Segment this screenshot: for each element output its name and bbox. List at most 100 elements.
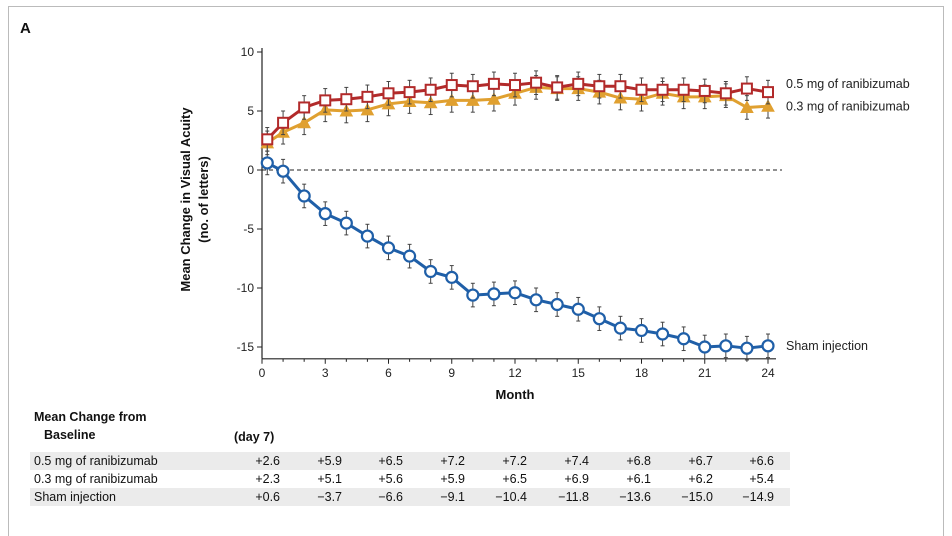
- table-cell: +5.9: [317, 454, 342, 468]
- table-cell: +7.2: [440, 454, 465, 468]
- table-row: 0.5 mg of ranibizumab +2.6 +5.9 +6.5 +7.2 +7.…: [30, 452, 790, 470]
- data-point-square: [319, 94, 332, 107]
- y-axis-sublabel: (no. of letters): [196, 156, 211, 243]
- data-point-circle: [761, 339, 775, 353]
- data-point-square: [487, 77, 500, 90]
- data-point-square: [261, 133, 274, 146]
- table-cell: −6.6: [378, 490, 403, 504]
- data-point-square: [277, 116, 290, 129]
- series-label: 0.3 mg of ranibizumab: [786, 99, 910, 113]
- data-point-square: [382, 87, 395, 100]
- data-point-circle: [297, 189, 311, 203]
- data-point-triangle: [487, 92, 501, 105]
- table-first-col-header: (day 7): [234, 430, 275, 444]
- figure-frame: [8, 6, 944, 536]
- table-body: 0.5 mg of ranibizumab +2.6 +5.9 +6.5 +7.2 +7.…: [30, 452, 790, 506]
- data-point-square: [466, 80, 479, 93]
- table-title-line2: Baseline: [44, 428, 96, 442]
- table-cell: +6.2: [688, 472, 713, 486]
- data-point-circle: [508, 286, 522, 300]
- table-cell: +2.3: [255, 472, 280, 486]
- data-point-circle: [424, 264, 438, 279]
- y-tick-label: 0: [247, 163, 254, 177]
- y-tick-label: -15: [237, 340, 255, 354]
- data-point-circle: [613, 321, 628, 335]
- table-cell: −13.6: [619, 490, 651, 504]
- panel-label: A: [20, 20, 31, 37]
- y-axis-label: Mean Change in Visual Acuity: [178, 107, 193, 292]
- data-point-circle: [445, 270, 459, 284]
- table-cell: −3.7: [317, 490, 342, 504]
- data-point-circle: [381, 241, 396, 255]
- series-0: [261, 70, 774, 152]
- table-cell: +0.6: [255, 490, 280, 504]
- x-tick-label: 21: [698, 366, 712, 380]
- data-point-square: [445, 79, 458, 92]
- table-cell: −11.8: [558, 490, 589, 504]
- x-tick-label: 24: [761, 366, 775, 380]
- y-tick-label: -10: [237, 281, 255, 295]
- data-point-square: [298, 101, 311, 114]
- data-point-circle: [487, 287, 501, 301]
- x-tick-label: 9: [448, 366, 455, 380]
- data-point-square: [698, 84, 711, 97]
- data-point-square: [719, 87, 732, 100]
- table-title-line1: Mean Change from: [34, 410, 147, 424]
- summary-table: Mean Change from Baseline (day 7) 0.5 mg…: [30, 410, 790, 506]
- line-chart: 10 5 0 -5 -10 -15 0 3 6 9 12 15 18 21 24 Month Mean Chan…: [178, 45, 910, 402]
- data-point-circle: [592, 312, 606, 326]
- table-cell: +5.9: [440, 472, 465, 486]
- table-cell: −14.9: [742, 490, 774, 504]
- data-point-triangle: [761, 99, 775, 112]
- data-point-circle: [634, 323, 649, 338]
- data-point-circle: [655, 327, 670, 341]
- data-point-circle: [318, 207, 332, 221]
- data-point-square: [740, 82, 753, 95]
- table-cell: −10.4: [495, 490, 527, 504]
- table-cell: −15.0: [681, 490, 713, 504]
- table-cell: +2.6: [255, 454, 280, 468]
- data-point-square: [530, 76, 543, 89]
- data-point-triangle: [444, 93, 459, 106]
- series-label: Sham injection: [786, 339, 868, 353]
- table-cell: +7.2: [502, 454, 527, 468]
- data-point-square: [635, 83, 648, 96]
- data-point-square: [593, 80, 606, 93]
- data-point-circle: [698, 340, 712, 354]
- x-tick-label: 15: [572, 366, 586, 380]
- table-cell: +6.8: [626, 454, 651, 468]
- table-header: Mean Change from Baseline (day 7): [30, 410, 790, 452]
- series-line: [266, 161, 769, 350]
- data-point-circle: [402, 249, 417, 263]
- data-point-circle: [719, 339, 733, 353]
- data-point-square: [572, 77, 585, 90]
- data-point-triangle: [465, 93, 480, 106]
- data-point-circle: [360, 229, 375, 243]
- data-point-square: [361, 90, 374, 103]
- data-point-square: [677, 83, 690, 96]
- data-point-circle: [529, 293, 543, 307]
- table-row: 0.3 mg of ranibizumab +2.3 +5.1 +5.6 +5.9 +6.…: [30, 470, 790, 488]
- data-point-square: [424, 83, 437, 96]
- y-tick-label: 5: [247, 104, 254, 118]
- table-cell: +6.5: [502, 472, 527, 486]
- data-point-square: [656, 83, 669, 96]
- table-cell: +6.6: [749, 454, 774, 468]
- x-tick-label: 6: [385, 366, 392, 380]
- series-label: 0.5 mg of ranibizumab: [786, 77, 910, 91]
- table-cell: +5.6: [378, 472, 403, 486]
- table-cell: +6.5: [378, 454, 403, 468]
- table-row-label: 0.5 mg of ranibizumab: [34, 454, 158, 468]
- table-cell: −9.1: [440, 490, 465, 504]
- table-cell: +7.4: [564, 454, 589, 468]
- data-point-circle: [677, 332, 691, 346]
- table-cell: +6.1: [626, 472, 651, 486]
- data-point-circle: [276, 164, 290, 178]
- table-cell: +5.4: [749, 472, 774, 486]
- table-cell: +6.7: [688, 454, 713, 468]
- table-row-label: Sham injection: [34, 490, 116, 504]
- data-point-circle: [466, 288, 480, 302]
- data-point-circle: [740, 341, 754, 355]
- data-point-triangle: [297, 115, 312, 129]
- data-point-square: [614, 80, 627, 93]
